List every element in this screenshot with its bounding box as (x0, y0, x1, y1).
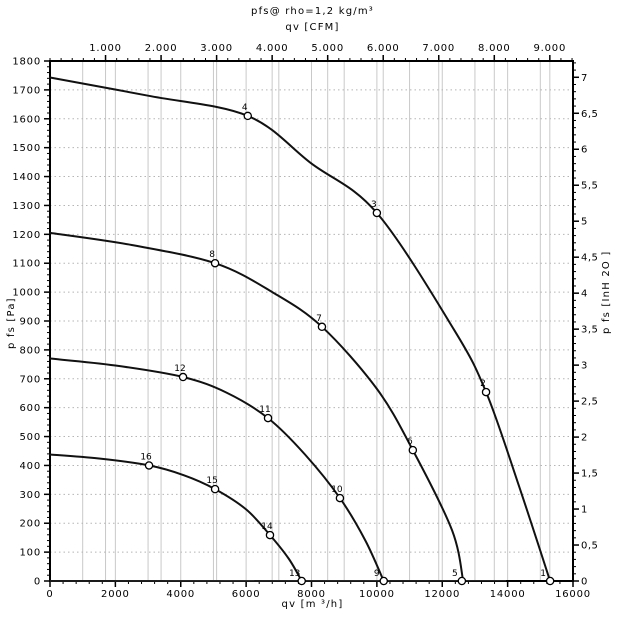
top-tick-label: 8.000 (478, 43, 511, 54)
left-tick-label: 700 (20, 374, 42, 385)
operating-point-label: 14 (261, 522, 273, 532)
operating-point-label: 10 (331, 485, 343, 495)
left-tick-label: 800 (20, 345, 42, 356)
left-tick-label: 1600 (12, 114, 41, 125)
operating-point-marker (178, 372, 188, 382)
operating-point-label: 11 (259, 405, 270, 415)
operating-point-label: 12 (174, 364, 185, 374)
right-tick-label: 7 (581, 73, 588, 84)
right-tick-label: 0 (581, 577, 588, 588)
operating-point-marker (317, 322, 327, 332)
operating-point-marker (335, 493, 345, 503)
operating-point-marker (263, 413, 273, 423)
left-tick-label: 400 (20, 461, 42, 472)
operating-point-marker (144, 461, 154, 470)
left-tick-label: 1400 (12, 172, 41, 183)
right-tick-label: 4,5 (581, 253, 598, 264)
operating-point-marker (372, 208, 382, 218)
operating-point-label: 2 (480, 379, 486, 389)
operating-point-label: 7 (316, 314, 322, 324)
right-tick-label: 5,5 (581, 181, 598, 192)
right-tick-label: 0,5 (581, 541, 598, 552)
top-tick-label: 2.000 (145, 43, 178, 54)
left-tick-label: 1500 (12, 143, 41, 154)
left-tick-label: 100 (20, 548, 42, 559)
left-tick-label: 1700 (12, 85, 41, 96)
operating-point-marker (265, 530, 275, 540)
bottom-tick-label: 0 (46, 589, 53, 600)
right-tick-label: 3,5 (581, 325, 598, 336)
fan-curve-4 (49, 453, 303, 582)
operating-point-marker (379, 576, 388, 586)
bottom-tick-label: 10000 (359, 589, 395, 600)
right-tick-label: 6 (581, 145, 588, 156)
operating-point-marker (243, 111, 253, 121)
top-tick-label: 5.000 (311, 43, 344, 54)
right-tick-label: 4 (581, 289, 588, 300)
operating-point-label: 9 (374, 569, 380, 579)
top-tick-label: 7.000 (422, 43, 455, 54)
bottom-tick-label: 2000 (101, 589, 130, 600)
right-tick-label: 1 (581, 505, 588, 516)
left-tick-label: 1100 (12, 259, 41, 270)
bottom-tick-label: 6000 (232, 589, 261, 600)
top-tick-label: 6.000 (367, 43, 400, 54)
left-tick-label: 900 (20, 317, 42, 328)
fan-curve-2 (49, 231, 465, 582)
operating-point-label: 8 (209, 250, 215, 260)
bottom-tick-label: 14000 (490, 589, 526, 600)
left-tick-label: 600 (20, 403, 42, 414)
bottom-tick-label: 12000 (424, 589, 460, 600)
left-tick-label: 200 (20, 519, 42, 530)
operating-point-marker (408, 445, 418, 455)
operating-point-label: 15 (206, 476, 217, 486)
operating-point-label: 6 (407, 437, 413, 447)
top-tick-label: 9.000 (534, 43, 567, 54)
operating-point-label: 1 (540, 569, 546, 579)
top-tick-label: 1.000 (89, 43, 122, 54)
operating-point-label: 16 (140, 452, 152, 462)
left-tick-label: 0 (34, 577, 41, 588)
operating-point-marker (210, 258, 220, 268)
bottom-tick-label: 4000 (166, 589, 195, 600)
bottom-tick-label: 8000 (297, 589, 326, 600)
operating-point-marker (457, 576, 467, 586)
left-tick-label: 1000 (12, 288, 41, 299)
left-tick-label: 500 (20, 432, 42, 443)
right-tick-label: 3 (581, 361, 588, 372)
operating-point-marker (481, 387, 491, 397)
right-tick-label: 5 (581, 217, 588, 228)
operating-point-label: 4 (242, 103, 248, 113)
left-tick-label: 1200 (12, 230, 41, 241)
chart-title: pfs@ rho=1,2 kg/m³ (251, 6, 374, 17)
left-tick-label: 1300 (12, 201, 41, 212)
operating-point-marker (210, 484, 220, 494)
right-tick-label: 2 (581, 433, 588, 444)
top-tick-label: 4.000 (256, 43, 289, 54)
left-tick-label: 300 (20, 490, 42, 501)
right-tick-label: 6,5 (581, 109, 598, 120)
operating-point-marker (545, 576, 555, 586)
bottom-axis-label: qv [m ³/h] (281, 599, 344, 610)
right-tick-label: 2,5 (581, 397, 598, 408)
operating-point-label: 5 (452, 569, 458, 579)
operating-point-label: 3 (371, 200, 377, 210)
left-tick-label: 1800 (12, 57, 41, 68)
top-axis-label: qv [CFM] (285, 22, 340, 33)
operating-point-label: 13 (289, 569, 300, 579)
right-tick-label: 1,5 (581, 469, 598, 480)
bottom-tick-label: 16000 (555, 589, 591, 600)
operating-point-marker (297, 576, 306, 586)
top-tick-label: 3.000 (200, 43, 233, 54)
